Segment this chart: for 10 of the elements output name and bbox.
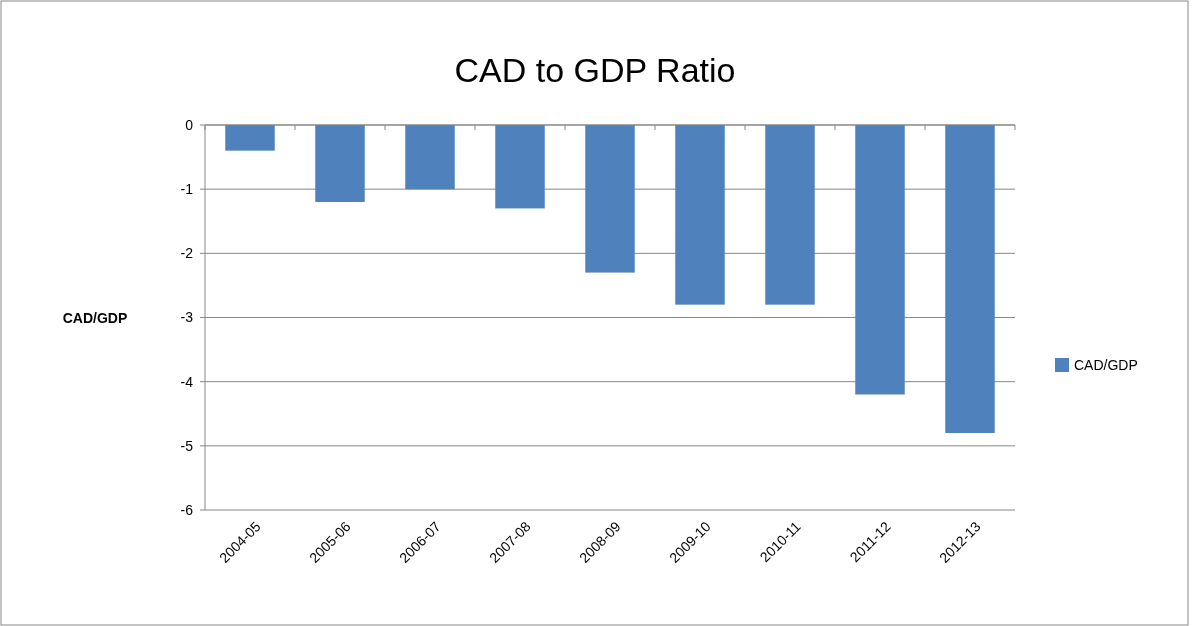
y-tick-label: -1 — [180, 181, 194, 198]
y-tick-label: -5 — [180, 437, 194, 454]
y-tick-label: -6 — [180, 501, 194, 518]
y-tick-label: 0 — [185, 116, 194, 133]
y-tick-label: -4 — [180, 373, 194, 390]
legend-label: CAD/GDP — [1074, 356, 1138, 373]
y-axis-title: CAD/GDP — [62, 309, 128, 326]
y-tick-label: -3 — [180, 309, 194, 326]
chart-title: CAD to GDP Ratio — [454, 51, 736, 89]
y-tick-label: -2 — [180, 245, 194, 262]
